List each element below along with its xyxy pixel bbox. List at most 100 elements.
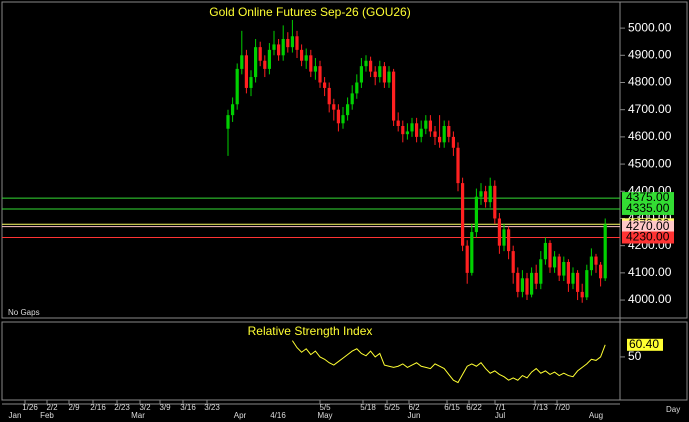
candle-body xyxy=(415,123,419,137)
candle-body xyxy=(530,272,534,295)
month-label: Mar xyxy=(131,411,145,420)
candle-body xyxy=(336,109,340,124)
price-pane xyxy=(1,1,688,319)
candle-body xyxy=(479,191,483,197)
week-label: 6/15 xyxy=(444,403,460,412)
candle-body xyxy=(263,60,267,69)
candle-body xyxy=(424,120,428,129)
level-box xyxy=(622,220,674,233)
rsi-pane xyxy=(1,321,688,401)
month-label: May xyxy=(317,411,332,420)
candle-body xyxy=(290,36,294,48)
x-unit: Day xyxy=(666,405,680,414)
level-label: 4335.00 xyxy=(626,201,670,215)
level-box xyxy=(622,202,674,215)
candle-body xyxy=(516,272,520,292)
y-tick-label: 4700.00 xyxy=(628,102,672,116)
candle-body xyxy=(346,104,350,116)
candle-body xyxy=(387,71,391,83)
candle-body xyxy=(594,256,598,265)
candle-body xyxy=(470,232,474,273)
level-label: 4375.00 xyxy=(626,190,670,204)
candle-body xyxy=(456,147,460,184)
candle-body xyxy=(451,136,455,148)
y-tick-label: 4500.00 xyxy=(628,156,672,170)
value-label-box xyxy=(627,338,663,351)
week-label: 2/16 xyxy=(90,403,106,412)
candle-body xyxy=(465,245,469,273)
week-label: 2/9 xyxy=(68,403,80,412)
week-label: 3/23 xyxy=(204,403,220,412)
chart-title: Gold Online Futures Sep-26 (GOU26) xyxy=(209,5,410,19)
candle-body xyxy=(392,71,396,121)
candle-body xyxy=(461,183,465,246)
week-label: 6/2 xyxy=(408,403,420,412)
week-label: 7/20 xyxy=(554,403,570,412)
month-label: Aug xyxy=(589,411,603,420)
candle-body xyxy=(369,60,373,72)
candle-body xyxy=(295,36,299,50)
week-label: 7/13 xyxy=(532,403,548,412)
candle-body xyxy=(405,131,409,135)
candle-body xyxy=(428,120,432,132)
month-label: Apr xyxy=(234,411,247,420)
candle-body xyxy=(566,261,570,284)
candle-body xyxy=(520,278,524,292)
candle-body xyxy=(511,251,515,273)
candle-body xyxy=(539,259,543,284)
candle-body xyxy=(548,242,552,268)
week-label: 2/23 xyxy=(114,403,130,412)
candle-body xyxy=(350,93,354,105)
candle-body xyxy=(318,66,322,83)
candle-body xyxy=(438,136,442,143)
candle-body xyxy=(226,115,230,129)
rsi-line xyxy=(291,340,606,384)
level-label: 4230.00 xyxy=(626,230,670,244)
candle-body xyxy=(235,68,239,105)
week-label: 2/2 xyxy=(46,403,58,412)
y-tick-label: 4600.00 xyxy=(628,129,672,143)
month-label: Jun xyxy=(408,411,421,420)
candle-body xyxy=(240,55,244,69)
candle-body xyxy=(231,104,235,116)
y-tick-label: 5000.00 xyxy=(628,20,672,34)
candle-body xyxy=(553,256,557,268)
candle-body xyxy=(580,291,584,298)
candle-body xyxy=(249,77,253,88)
week-label: 3/9 xyxy=(159,403,171,412)
candle-body xyxy=(571,272,575,284)
candle-body xyxy=(373,71,377,78)
month-label: 4/16 xyxy=(270,411,286,420)
week-label: 6/22 xyxy=(466,403,482,412)
y-tick-label: 4800.00 xyxy=(628,75,672,89)
candle-body xyxy=(502,229,506,246)
y-tick-label: 4100.00 xyxy=(628,265,672,279)
candle-body xyxy=(258,47,262,61)
week-label: 5/5 xyxy=(319,403,331,412)
candle-body xyxy=(359,66,363,83)
candle-body xyxy=(396,120,400,127)
candle-body xyxy=(378,66,382,78)
candle-body xyxy=(272,44,276,50)
level-box xyxy=(622,231,674,244)
candle-body xyxy=(364,60,368,67)
candle-body xyxy=(286,38,290,48)
candle-body xyxy=(557,256,561,276)
candle-body xyxy=(304,55,308,61)
month-label: Jan xyxy=(9,411,22,420)
candle-body xyxy=(309,55,313,72)
candle-body xyxy=(341,115,345,124)
month-label: Feb xyxy=(40,411,54,420)
week-label: 1/26 xyxy=(22,403,38,412)
month-label: Jul xyxy=(495,411,505,420)
candle-body xyxy=(419,128,423,137)
candle-body xyxy=(543,242,547,260)
week-label: 5/25 xyxy=(384,403,400,412)
candle-body xyxy=(589,256,593,271)
gap-note: No Gaps xyxy=(8,308,40,317)
week-label: 3/2 xyxy=(139,403,151,412)
candle-body xyxy=(300,49,304,61)
candle-body xyxy=(382,66,386,83)
candle-body xyxy=(603,224,607,279)
